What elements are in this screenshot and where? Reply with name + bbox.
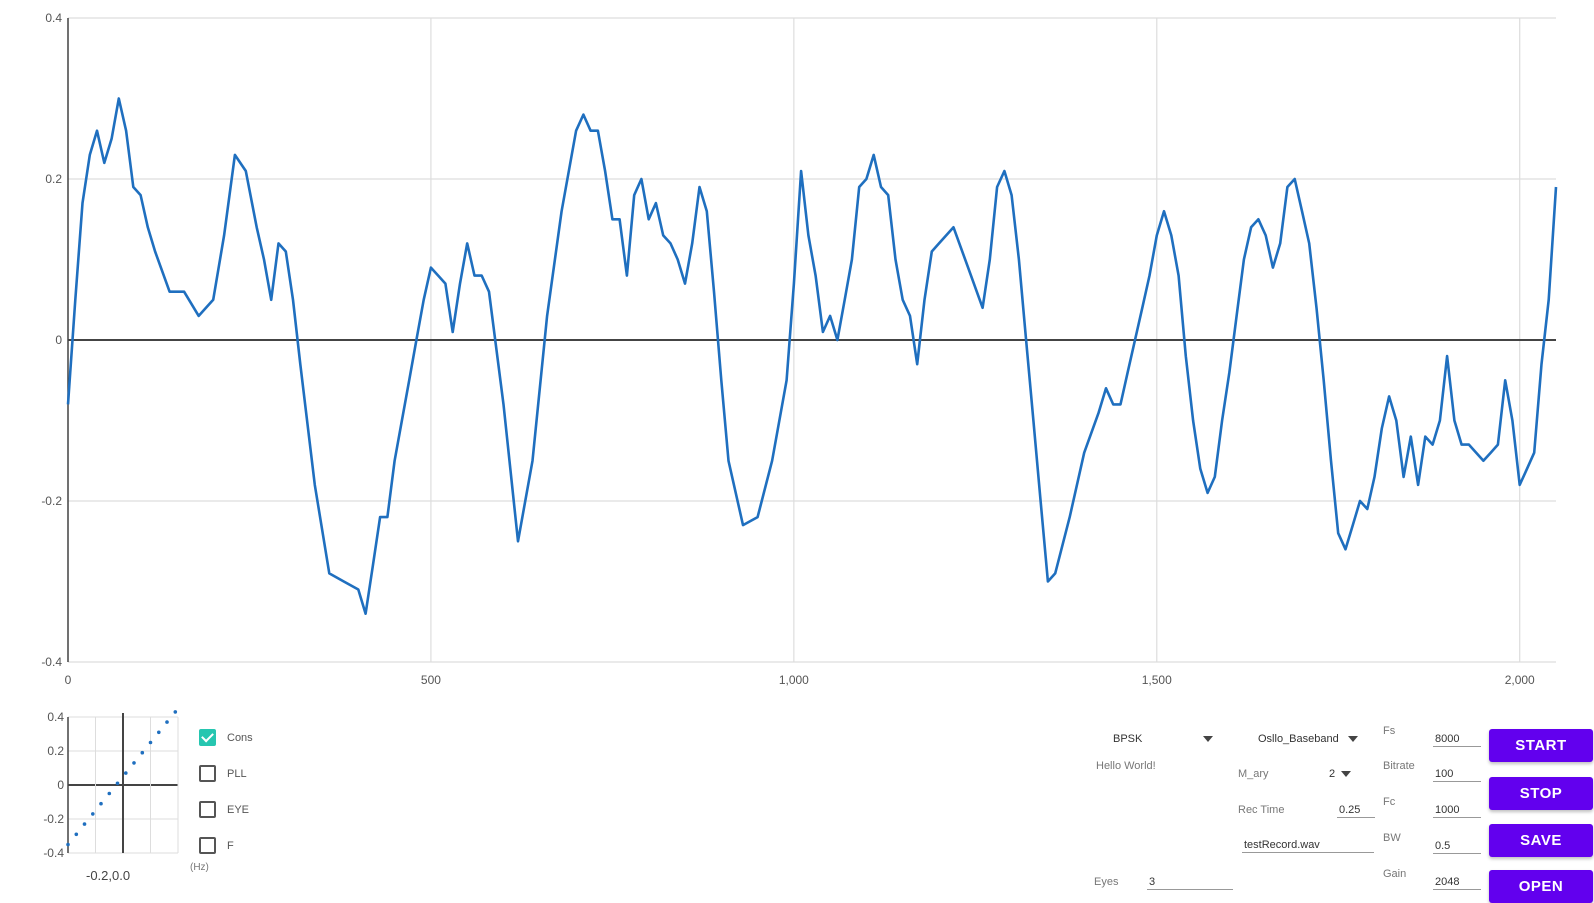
x-tick-label: 500 [421, 673, 441, 687]
constellation-y-tick-label: 0 [57, 778, 64, 792]
checkbox-cons-box[interactable] [199, 729, 216, 746]
bw-label: BW [1383, 832, 1401, 844]
start-button[interactable]: START [1489, 729, 1593, 762]
constellation-chart: 0.4 0.2 0 -0.2 -0.4 [43, 710, 179, 860]
checkbox-f[interactable]: F [199, 837, 234, 854]
y-tick-labels: 0.4 0.2 0 -0.2 -0.4 [41, 11, 62, 669]
mode-select[interactable]: Osllo_Baseband [1258, 733, 1358, 745]
y-tick-label: 0.4 [45, 11, 62, 25]
gain-field[interactable]: 2048 [1433, 876, 1481, 890]
constellation-point [165, 720, 169, 724]
constellation-point [148, 740, 153, 745]
checkbox-cons[interactable]: Cons [199, 729, 253, 746]
constellation-point [132, 761, 136, 765]
m-ary-select-value: 2 [1329, 768, 1336, 780]
constellation-point [91, 812, 95, 816]
modulation-select-value: BPSK [1113, 733, 1143, 745]
constellation-y-tick-label: 0.2 [47, 744, 64, 758]
checkbox-pll[interactable]: PLL [199, 765, 247, 782]
bitrate-label: Bitrate [1383, 760, 1415, 772]
constellation-point [115, 781, 120, 786]
message-input[interactable]: Hello World! [1096, 760, 1156, 772]
constellation-point [157, 730, 161, 735]
constellation-point [66, 842, 70, 847]
constellation-y-tick-label: 0.4 [47, 710, 64, 724]
eyes-field[interactable]: 3 [1147, 876, 1233, 890]
unit-label: (Hz) [190, 862, 209, 873]
fc-field[interactable]: 1000 [1433, 804, 1481, 818]
modulation-select[interactable]: BPSK [1113, 733, 1213, 745]
constellation-grid [67, 713, 179, 854]
filename-field[interactable]: testRecord.wav [1242, 839, 1374, 853]
x-tick-labels: 0 500 1,000 1,500 2,000 [65, 673, 1535, 687]
fs-field[interactable]: 8000 [1433, 733, 1481, 747]
bitrate-field[interactable]: 100 [1433, 768, 1481, 782]
constellation-y-tick-labels: 0.4 0.2 0 -0.2 -0.4 [43, 710, 64, 860]
gain-label: Gain [1383, 868, 1407, 880]
x-tick-label: 1,000 [779, 673, 809, 687]
rec-time-field[interactable]: 0.25 [1337, 804, 1375, 818]
waveform-series-line [66, 97, 1558, 615]
checkbox-f-box[interactable] [199, 837, 216, 854]
chevron-down-icon [1341, 771, 1352, 777]
constellation-point [107, 791, 112, 796]
save-button[interactable]: SAVE [1489, 824, 1593, 857]
y-tick-label: 0 [55, 333, 62, 347]
chevron-down-icon [1348, 736, 1358, 742]
constellation-points [66, 710, 178, 847]
chevron-down-icon [1203, 736, 1213, 742]
stop-button[interactable]: STOP [1489, 777, 1593, 810]
constellation-point [173, 710, 178, 714]
eyes-label: Eyes [1094, 876, 1119, 888]
constellation-point [99, 801, 103, 806]
fs-label: Fs [1383, 725, 1396, 737]
constellation-point [82, 822, 87, 826]
constellation-point [124, 771, 128, 775]
checkbox-eye-label: EYE [227, 803, 250, 816]
y-tick-label: -0.4 [41, 655, 62, 669]
constellation-y-tick-label: -0.4 [43, 846, 64, 860]
m-ary-label: M_ary [1238, 768, 1269, 780]
rec-time-label: Rec Time [1238, 804, 1285, 816]
y-tick-label: -0.2 [41, 494, 62, 508]
constellation-x-readout: -0.2,0.0 [86, 868, 131, 883]
constellation-point [140, 750, 145, 755]
x-tick-label: 1,500 [1142, 673, 1172, 687]
main-waveform-chart: 0.4 0.2 0 -0.2 -0.4 0 500 1,000 1,500 2,000 [41, 11, 1558, 687]
m-ary-select[interactable]: 2 [1329, 768, 1352, 780]
chart-axes [67, 18, 1556, 662]
fc-label: Fc [1383, 796, 1396, 808]
checkbox-pll-box[interactable] [199, 765, 216, 782]
checkbox-eye-box[interactable] [199, 801, 216, 818]
x-tick-label: 2,000 [1505, 673, 1535, 687]
checkbox-f-label: F [227, 839, 234, 852]
constellation-point [74, 832, 79, 837]
checkbox-eye[interactable]: EYE [199, 801, 249, 818]
bw-field[interactable]: 0.5 [1433, 840, 1481, 854]
y-tick-label: 0.2 [45, 172, 62, 186]
open-button[interactable]: OPEN [1489, 870, 1593, 903]
constellation-y-tick-label: -0.2 [43, 812, 64, 826]
checkbox-cons-label: Cons [227, 731, 253, 744]
checkbox-pll-label: PLL [227, 767, 247, 780]
x-tick-label: 0 [65, 673, 72, 687]
mode-select-value: Osllo_Baseband [1258, 733, 1339, 745]
